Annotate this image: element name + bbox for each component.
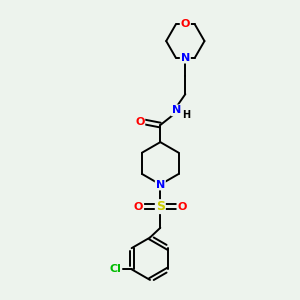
Text: S: S xyxy=(156,200,165,213)
Text: H: H xyxy=(182,110,190,120)
Text: N: N xyxy=(156,179,165,190)
Text: N: N xyxy=(181,52,190,63)
Text: O: O xyxy=(177,202,187,212)
Text: O: O xyxy=(181,20,190,29)
Text: N: N xyxy=(172,105,181,115)
Text: O: O xyxy=(134,202,143,212)
Text: Cl: Cl xyxy=(110,264,122,274)
Text: O: O xyxy=(135,116,144,127)
